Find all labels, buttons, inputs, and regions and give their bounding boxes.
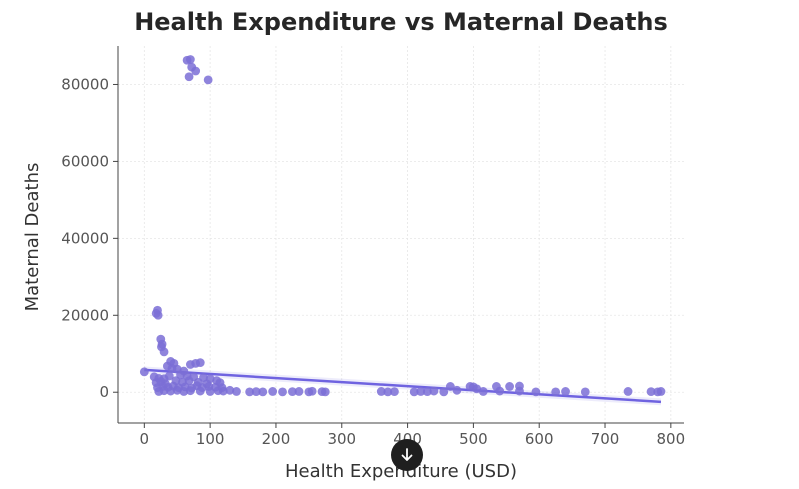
axes — [117, 46, 684, 424]
data-point — [409, 387, 419, 397]
data-point — [307, 386, 317, 396]
x-tick-label: 500 — [459, 430, 488, 448]
x-tick-label: 800 — [657, 430, 686, 448]
data-point — [561, 387, 570, 396]
x-tick-label: 200 — [262, 430, 291, 448]
data-point — [159, 347, 169, 357]
data-point — [139, 367, 149, 377]
x-tick-label: 300 — [327, 430, 356, 448]
data-point — [218, 386, 228, 396]
data-point — [166, 386, 176, 396]
trend-line-group — [144, 366, 662, 406]
y-axis-label: Maternal Deaths — [22, 163, 43, 312]
data-point — [478, 387, 488, 396]
data-point — [445, 382, 455, 391]
data-point — [268, 387, 278, 396]
x-tick-label: 100 — [196, 430, 225, 448]
data-point — [656, 387, 666, 396]
data-point — [185, 386, 195, 396]
data-point — [580, 387, 590, 397]
data-point — [172, 385, 182, 395]
data-point — [495, 386, 505, 396]
data-point — [422, 387, 432, 397]
x-tick-label: 600 — [525, 430, 554, 448]
x-axis-label: Health Expenditure (USD) — [285, 461, 517, 482]
data-point — [258, 387, 268, 397]
y-tick-label: 20000 — [61, 306, 109, 324]
data-point — [294, 387, 304, 396]
data-point — [191, 66, 201, 76]
data-point — [232, 387, 241, 396]
data-point — [179, 387, 189, 396]
data-point — [245, 387, 255, 397]
data-point — [167, 363, 177, 373]
data-point — [205, 387, 215, 396]
data-point — [195, 358, 205, 368]
data-point — [646, 387, 656, 397]
data-point — [185, 55, 195, 64]
data-point — [505, 382, 514, 391]
data-point — [472, 384, 482, 394]
arrow-down-icon — [401, 448, 413, 461]
data-point — [153, 310, 163, 320]
y-tick-label: 0 — [99, 383, 109, 401]
grid-lines — [118, 46, 684, 423]
x-tick-label: 700 — [591, 430, 620, 448]
data-point — [203, 75, 213, 85]
data-point — [278, 387, 287, 397]
data-point — [159, 386, 169, 396]
data-points — [139, 55, 666, 397]
y-tick-label: 80000 — [61, 75, 109, 93]
data-point — [515, 386, 524, 396]
data-point — [416, 387, 426, 396]
y-tick-label: 60000 — [61, 152, 109, 170]
data-point — [251, 387, 261, 397]
data-point — [383, 387, 393, 397]
data-point — [452, 385, 462, 395]
regression-line — [144, 368, 662, 404]
data-point — [320, 387, 330, 397]
x-tick-label: 0 — [140, 430, 150, 448]
data-point — [623, 387, 633, 396]
scroll-down-button[interactable] — [391, 439, 423, 471]
data-point — [164, 371, 174, 381]
data-point — [288, 387, 297, 397]
data-point — [531, 387, 541, 397]
data-point — [551, 387, 561, 397]
data-point — [195, 386, 205, 396]
data-point — [184, 72, 194, 82]
y-tick-label: 40000 — [61, 229, 109, 247]
data-point — [390, 387, 399, 397]
data-point — [439, 387, 449, 397]
chart-title: Health Expenditure vs Maternal Deaths — [134, 8, 668, 36]
data-point — [225, 385, 235, 395]
data-point — [376, 387, 386, 396]
data-point — [429, 386, 439, 396]
